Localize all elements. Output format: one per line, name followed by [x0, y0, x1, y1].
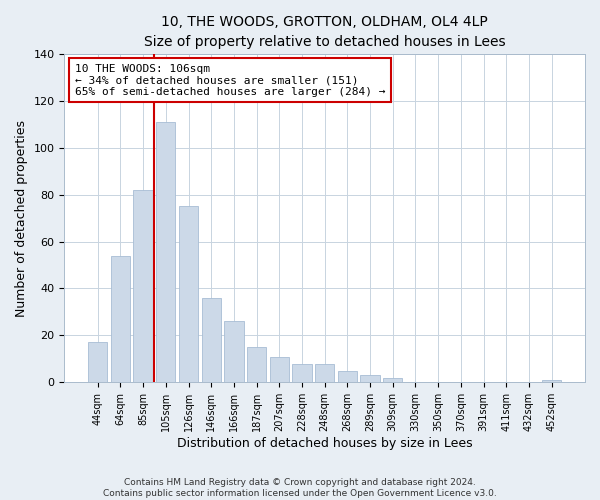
Title: 10, THE WOODS, GROTTON, OLDHAM, OL4 4LP
Size of property relative to detached ho: 10, THE WOODS, GROTTON, OLDHAM, OL4 4LP …	[144, 15, 506, 48]
Text: 10 THE WOODS: 106sqm
← 34% of detached houses are smaller (151)
65% of semi-deta: 10 THE WOODS: 106sqm ← 34% of detached h…	[75, 64, 385, 97]
Bar	[338, 370, 357, 382]
Bar	[156, 122, 175, 382]
X-axis label: Distribution of detached houses by size in Lees: Distribution of detached houses by size …	[177, 437, 473, 450]
Text: Contains HM Land Registry data © Crown copyright and database right 2024.
Contai: Contains HM Land Registry data © Crown c…	[103, 478, 497, 498]
Bar	[202, 298, 221, 382]
Bar	[179, 206, 198, 382]
Bar	[542, 380, 562, 382]
Y-axis label: Number of detached properties: Number of detached properties	[15, 120, 28, 316]
Bar	[315, 364, 334, 382]
Bar	[88, 342, 107, 382]
Bar	[361, 376, 380, 382]
Bar	[224, 322, 244, 382]
Bar	[292, 364, 311, 382]
Bar	[269, 356, 289, 382]
Bar	[247, 347, 266, 382]
Bar	[111, 256, 130, 382]
Bar	[383, 378, 403, 382]
Bar	[133, 190, 153, 382]
